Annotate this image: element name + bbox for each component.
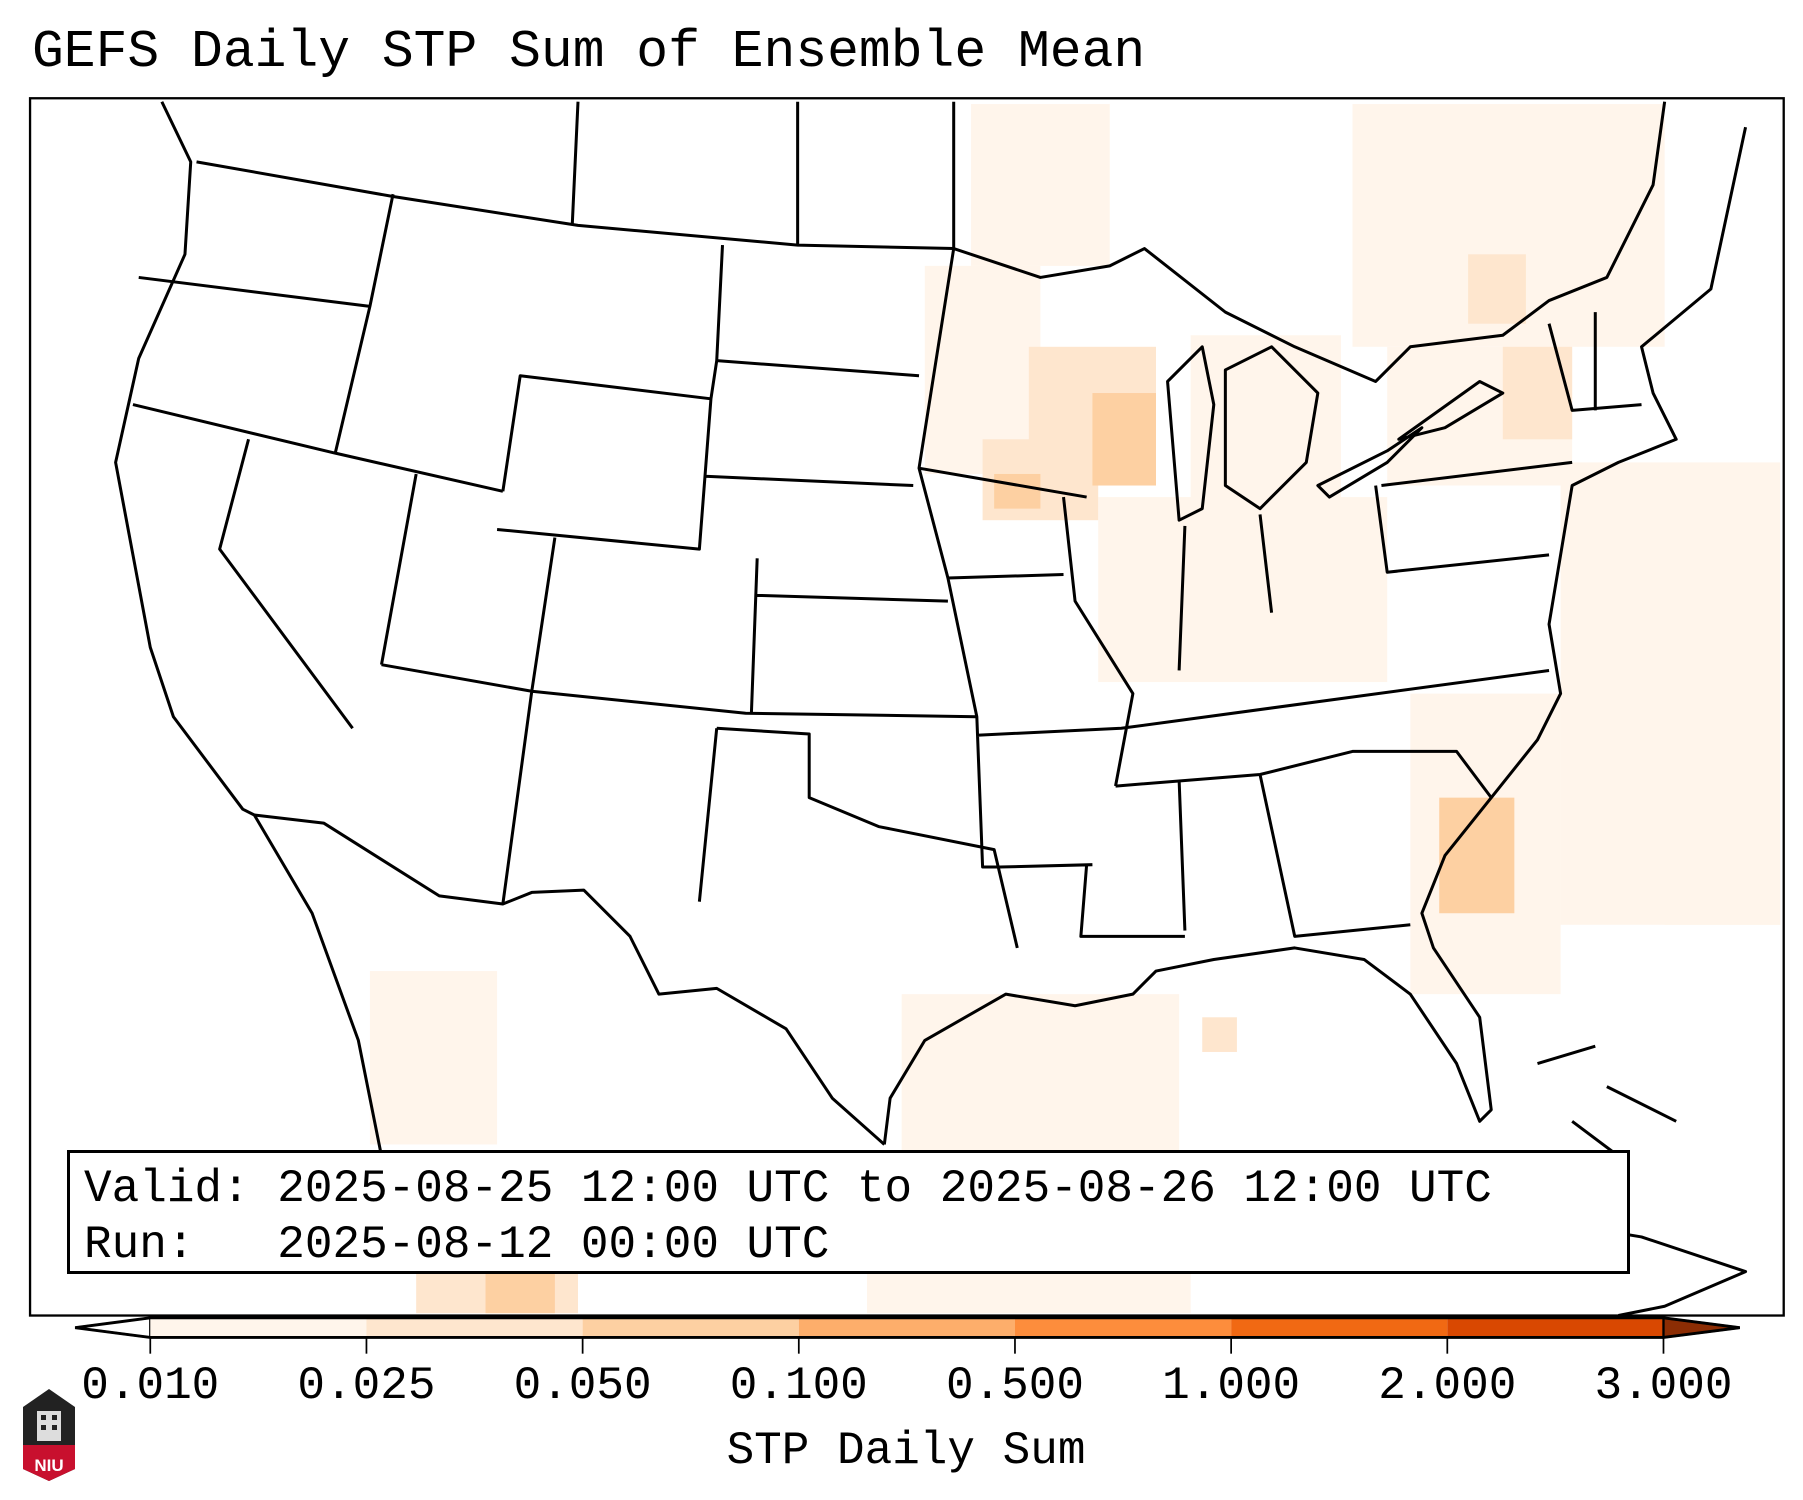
colorbar-over-triangle [1662,1316,1740,1339]
colorbar-tick-label: 0.010 [81,1360,220,1412]
niu-logo: NIU [23,1389,75,1481]
map-frame [28,97,1785,1317]
run-label: Run: [84,1219,195,1271]
colorbar-tick-label: 0.100 [729,1360,868,1412]
stp-shading [369,104,1781,1314]
run-time: 2025-08-12 00:00 UTC [277,1219,830,1271]
colorbar-tick-label: 0.500 [945,1360,1084,1412]
colorbar-segment [1231,1317,1448,1338]
colorbar-tick-label: 2.000 [1378,1360,1517,1412]
svg-text:NIU: NIU [34,1456,63,1475]
colorbar-tick-label: 0.050 [513,1360,652,1412]
colorbar [74,1316,1740,1354]
colorbar-label: STP Daily Sum [726,1425,1086,1477]
state-borders [114,101,1748,1318]
valid-label: Valid: [84,1163,250,1215]
map-title: GEFS Daily STP Sum of Ensemble Mean [32,22,1146,82]
colorbar-segment [1447,1317,1664,1338]
valid-run-info-box: Valid: 2025-08-25 12:00 UTC to 2025-08-2… [67,1150,1630,1274]
colorbar-tick-label: 1.000 [1162,1360,1301,1412]
colorbar-under-triangle [74,1316,152,1339]
colorbar-segment [582,1317,799,1338]
colorbar-segment [150,1317,367,1338]
colorbar-segment [1014,1317,1232,1338]
colorbar-segment [366,1317,583,1338]
colorbar-tick-label: 0.025 [297,1360,436,1412]
valid-range: 2025-08-25 12:00 UTC to 2025-08-26 12:00… [277,1163,1492,1215]
colorbar-tick-label: 3.000 [1594,1360,1733,1412]
colorbar-segment [798,1317,1015,1338]
